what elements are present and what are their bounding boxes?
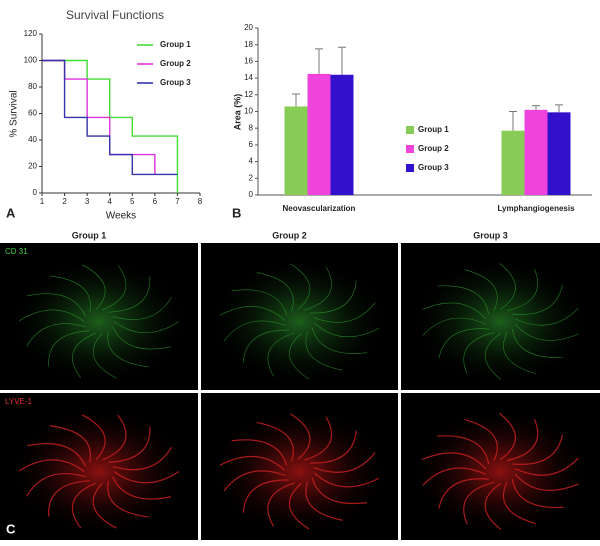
x-tick-label: 5 <box>130 197 135 206</box>
y-tick-label: 18 <box>244 40 253 49</box>
y-tick-label: 2 <box>249 173 254 182</box>
legend-label: Group 1 <box>418 125 449 134</box>
legend-swatch <box>406 164 414 172</box>
panel-label: B <box>232 205 241 220</box>
vessels <box>421 413 579 530</box>
vessels <box>18 414 180 529</box>
y-axis-label: Area (%) <box>232 94 242 131</box>
row-label: CD 31 <box>5 247 28 256</box>
image-grid <box>0 243 600 540</box>
y-tick-label: 100 <box>24 56 38 65</box>
legend-label: Group 2 <box>160 59 191 68</box>
vessels <box>219 413 380 530</box>
bar <box>330 74 354 195</box>
y-tick-label: 0 <box>249 190 254 199</box>
tissue-glow <box>9 256 189 387</box>
column-header: Group 3 <box>473 230 508 240</box>
y-tick-label: 4 <box>249 157 254 166</box>
column-header: Group 2 <box>272 230 307 240</box>
x-tick-label: 2 <box>62 197 67 206</box>
y-tick-label: 10 <box>244 107 253 116</box>
x-axis-label: Weeks <box>106 211 136 222</box>
y-tick-label: 20 <box>28 162 37 171</box>
error-bar <box>555 104 563 113</box>
tissue-glow <box>410 406 591 537</box>
x-tick-label: Neovascularization <box>283 204 356 213</box>
y-tick-label: 120 <box>24 29 38 38</box>
x-tick-label: 3 <box>85 197 90 206</box>
error-bar <box>338 46 346 75</box>
x-tick-label: 8 <box>198 197 203 206</box>
panel-label: A <box>6 205 16 220</box>
column-header: Group 1 <box>72 230 107 240</box>
bar <box>284 106 308 195</box>
x-tick-label: 6 <box>153 197 158 206</box>
bar <box>524 109 548 195</box>
tissue-glow <box>9 406 189 537</box>
survival-line <box>42 59 156 175</box>
survival-line <box>42 59 178 176</box>
y-tick-label: 0 <box>33 188 38 197</box>
tissue-glow <box>410 256 591 387</box>
legend-label: Group 3 <box>418 163 449 172</box>
legend-label: Group 1 <box>160 40 191 49</box>
vessels <box>219 263 380 380</box>
panel-label: C <box>6 521 16 536</box>
row-label: LYVE-1 <box>5 397 33 406</box>
tissue-glow <box>209 406 390 537</box>
y-tick-label: 60 <box>28 109 37 118</box>
tissue-glow <box>209 256 390 387</box>
y-tick-label: 6 <box>249 140 254 149</box>
error-bar <box>509 111 517 131</box>
y-tick-label: 14 <box>244 73 253 82</box>
bar <box>307 73 331 195</box>
y-axis-label: % Survival <box>9 90 20 137</box>
legend-swatch <box>406 145 414 153</box>
y-tick-label: 80 <box>28 82 37 91</box>
y-tick-label: 40 <box>28 135 37 144</box>
error-bar <box>532 105 540 110</box>
vessels <box>422 263 579 380</box>
legend-label: Group 2 <box>418 144 449 153</box>
vessels <box>18 264 180 379</box>
bar <box>501 130 525 195</box>
chart-title: Survival Functions <box>66 8 164 22</box>
bar <box>547 112 571 195</box>
x-tick-label: 7 <box>175 197 180 206</box>
legend-swatch <box>406 126 414 134</box>
x-tick-label: Lymphangiogenesis <box>497 204 575 213</box>
x-tick-label: 4 <box>107 197 112 206</box>
error-bar <box>315 48 323 74</box>
x-tick-label: 1 <box>40 197 45 206</box>
y-tick-label: 12 <box>244 90 253 99</box>
error-bar <box>292 93 300 107</box>
y-tick-label: 16 <box>244 57 253 66</box>
y-tick-label: 8 <box>249 123 254 132</box>
legend-label: Group 3 <box>160 78 191 87</box>
y-tick-label: 20 <box>244 23 253 32</box>
